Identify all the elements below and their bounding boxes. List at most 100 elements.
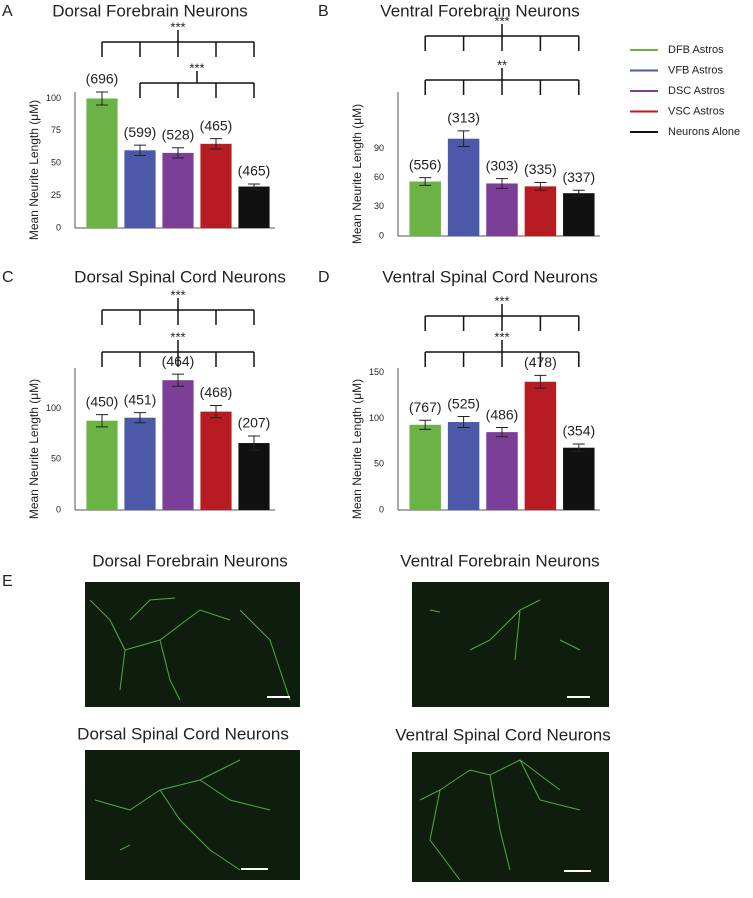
y-axis-label: Mean Neurite Length (μM) [350, 379, 364, 519]
error-bar [248, 435, 260, 451]
bar [162, 380, 194, 510]
panel-label: E [2, 573, 13, 590]
neurite [94, 759, 271, 871]
micrograph [85, 750, 300, 880]
bar [563, 193, 595, 236]
significance-label: *** [170, 287, 185, 302]
bar [200, 143, 232, 228]
n-label: (465) [200, 117, 233, 133]
y-axis-label: Mean Neurite Length (μM) [27, 100, 41, 240]
n-label: (556) [409, 156, 442, 172]
n-label: (696) [86, 71, 119, 87]
neurite [89, 597, 291, 701]
y-tick-label: 60 [374, 172, 384, 182]
error-bar [419, 419, 432, 430]
bar [447, 138, 480, 236]
bar [486, 432, 518, 510]
panel-label: B [318, 3, 329, 20]
error-bar [248, 183, 260, 190]
n-label: (207) [238, 415, 271, 431]
micrograph [412, 752, 609, 882]
bar [563, 447, 595, 510]
significance-bracket [424, 304, 580, 331]
y-tick-label: 50 [51, 158, 61, 168]
bar [524, 186, 557, 236]
n-label: (450) [86, 393, 119, 409]
n-label: (337) [562, 169, 595, 185]
n-label: (354) [562, 423, 595, 439]
panel-label: A [2, 3, 13, 20]
legend-label: Neurons Alone [668, 126, 740, 138]
n-label: (335) [524, 161, 557, 177]
neurite [429, 599, 581, 661]
micrograph-title: Dorsal Spinal Cord Neurons [77, 724, 289, 743]
significance-bracket [139, 71, 255, 98]
y-axis-label: Mean Neurite Length (μM) [27, 379, 41, 519]
y-tick-label: 100 [46, 93, 61, 103]
error-bar [172, 147, 184, 159]
bar [409, 424, 441, 510]
panel-label: C [2, 269, 14, 286]
bar [124, 150, 156, 228]
bar [524, 381, 557, 510]
error-bar [496, 178, 508, 189]
micrograph-title: Ventral Forebrain Neurons [400, 551, 599, 570]
bar [238, 443, 270, 510]
error-bar [572, 189, 585, 197]
y-tick-label: 0 [56, 504, 61, 514]
y-tick-label: 0 [56, 222, 61, 232]
significance-label: ** [497, 57, 507, 72]
legend-label: VSC Astros [668, 105, 725, 117]
y-tick-label: 50 [374, 459, 384, 469]
significance-label: *** [189, 60, 204, 75]
y-tick-label: 100 [46, 403, 61, 413]
n-label: (313) [447, 110, 480, 126]
error-bar [96, 91, 108, 106]
significance-label: *** [170, 19, 185, 34]
chart-title: Ventral Spinal Cord Neurons [382, 267, 597, 286]
significance-label: *** [494, 13, 509, 28]
bar [86, 420, 118, 510]
y-tick-label: 30 [374, 201, 384, 211]
significance-bracket [101, 298, 255, 325]
significance-label: *** [170, 329, 185, 344]
micrographs [85, 582, 609, 882]
bar [447, 422, 480, 510]
micrograph-title: Dorsal Forebrain Neurons [92, 551, 288, 570]
bar [124, 417, 156, 510]
chart-title: Dorsal Forebrain Neurons [52, 1, 248, 20]
legend-label: DSC Astros [668, 85, 725, 97]
panel-label: D [318, 269, 330, 286]
error-bar [496, 427, 508, 438]
bar [200, 411, 232, 510]
n-label: (465) [238, 163, 271, 179]
y-tick-label: 90 [374, 143, 384, 153]
significance-label: *** [494, 329, 509, 344]
error-bar [172, 373, 184, 387]
n-label: (468) [200, 384, 233, 400]
n-label: (525) [447, 395, 480, 411]
micrograph-title: Ventral Spinal Cord Neurons [395, 725, 610, 744]
significance-bracket [424, 68, 580, 95]
n-label: (767) [409, 399, 442, 415]
n-label: (599) [124, 124, 157, 140]
legend-label: VFB Astros [668, 64, 724, 76]
n-label: (303) [486, 157, 519, 173]
chart-title: Ventral Forebrain Neurons [380, 1, 579, 20]
error-bar [419, 177, 432, 186]
bar [409, 181, 441, 236]
micrograph [412, 582, 609, 707]
error-bar [457, 416, 470, 429]
legend-label: DFB Astros [668, 44, 724, 56]
y-tick-label: 25 [51, 190, 61, 200]
error-bar [134, 144, 146, 156]
error-bar [210, 405, 222, 419]
chart-title: Dorsal Spinal Cord Neurons [74, 267, 286, 286]
significance-bracket [101, 340, 255, 367]
significance-bracket [424, 340, 580, 367]
significance-label: *** [494, 293, 509, 308]
significance-bracket [101, 30, 255, 57]
micrograph [85, 582, 300, 707]
error-bar [572, 443, 585, 452]
